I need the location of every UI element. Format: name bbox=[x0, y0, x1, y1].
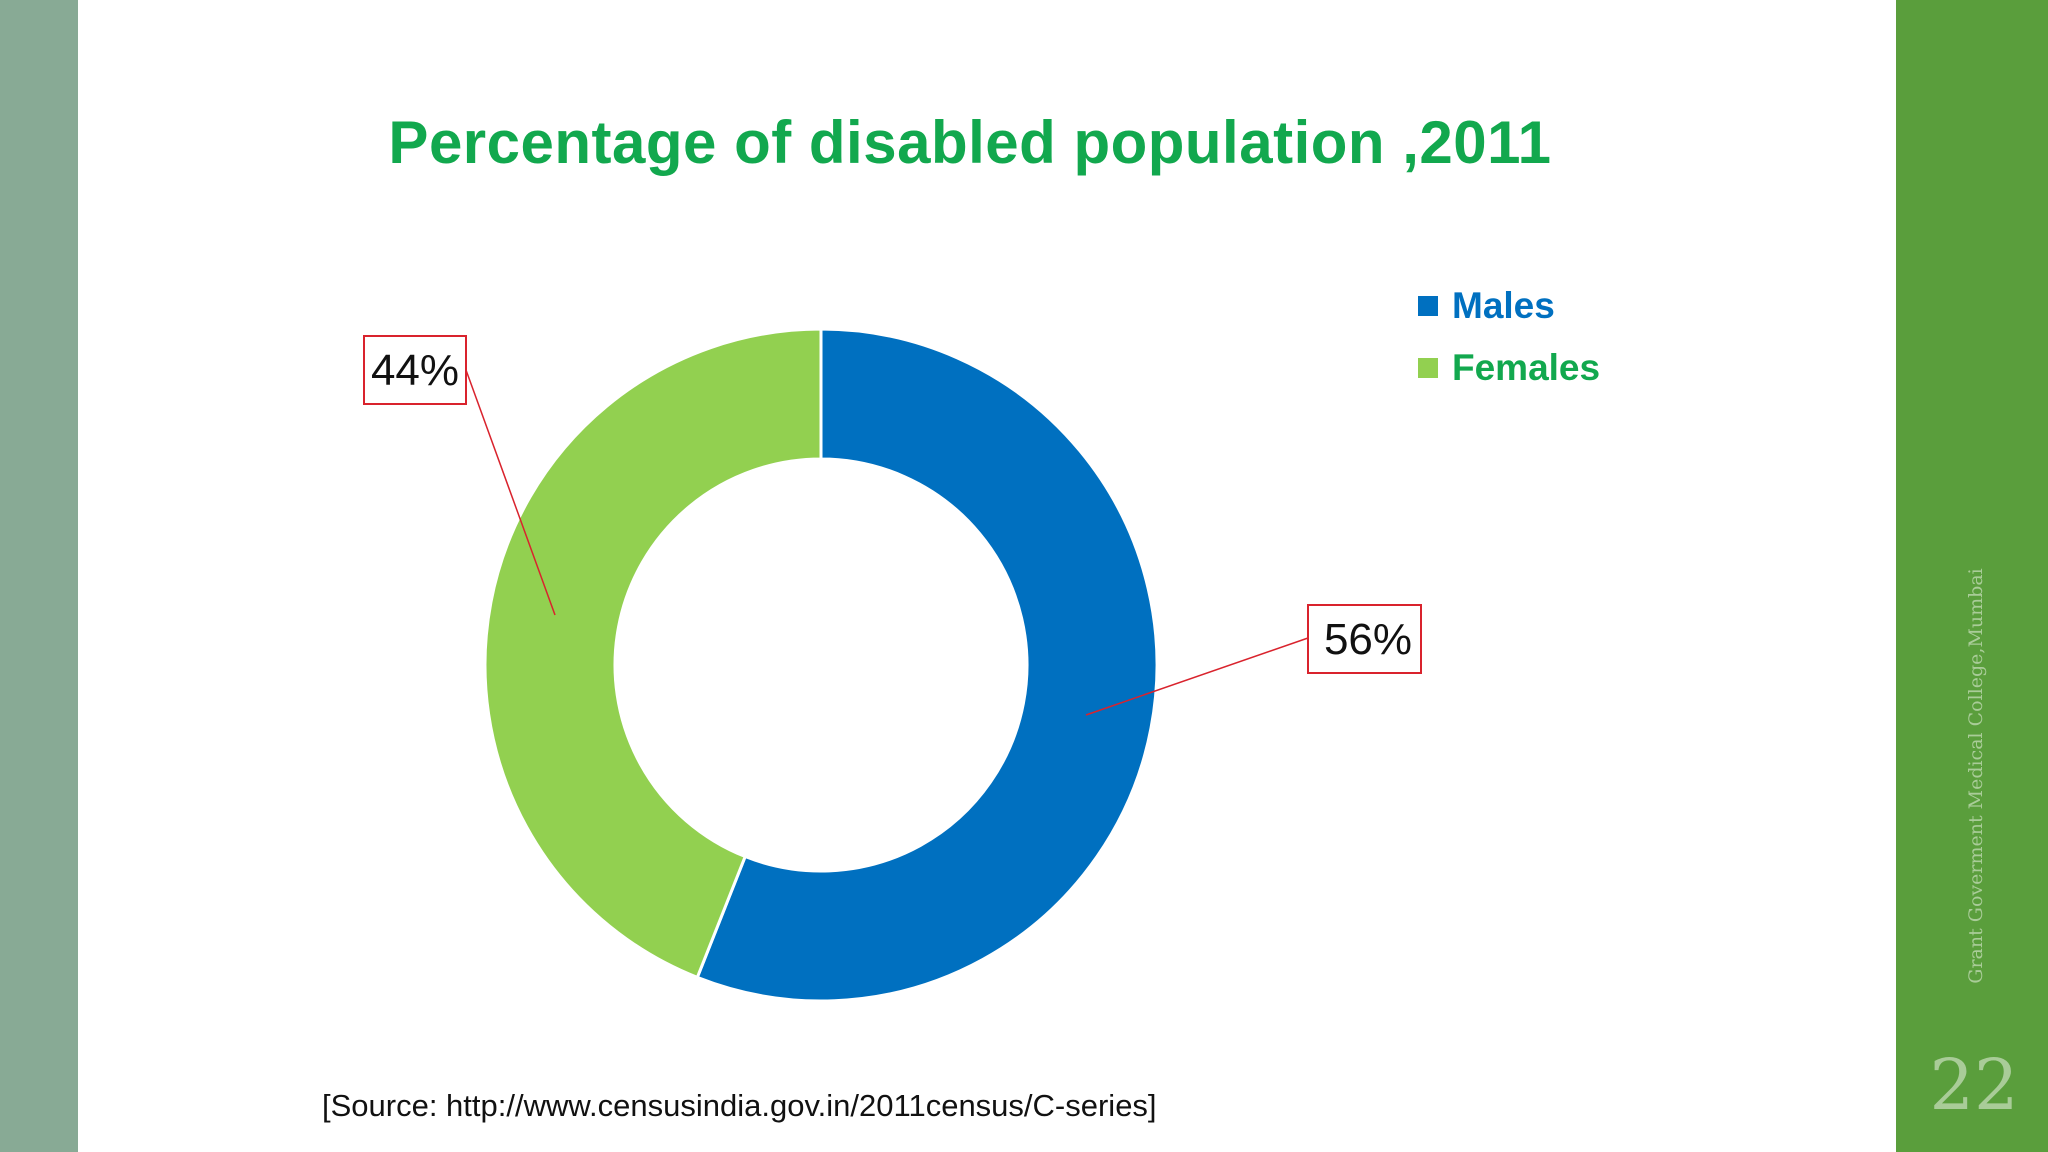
slide-number: 22 bbox=[1929, 1044, 2019, 1126]
left-decorative-bar bbox=[0, 0, 78, 1152]
legend-item-females: Females bbox=[1418, 337, 1600, 399]
leader-line-males bbox=[1085, 637, 1309, 716]
donut-slice-females bbox=[483, 327, 823, 980]
donut-slice-males bbox=[695, 327, 1159, 1003]
data-label-box-females bbox=[363, 335, 467, 405]
right-decorative-bar bbox=[1896, 0, 2048, 1152]
legend-label-females: Females bbox=[1452, 347, 1601, 388]
source-citation: [Source: http://www.censusindia.gov.in/2… bbox=[322, 1088, 1157, 1123]
legend-swatch-males bbox=[1418, 296, 1438, 316]
legend-item-males: Males bbox=[1418, 275, 1600, 337]
chart-legend: Males Females bbox=[1418, 275, 1600, 399]
legend-label-males: Males bbox=[1452, 285, 1555, 326]
data-label-box-males bbox=[1307, 604, 1422, 674]
legend-swatch-females bbox=[1418, 358, 1438, 378]
data-label-females: 44% bbox=[371, 346, 459, 395]
leader-line-females bbox=[465, 369, 556, 616]
data-label-males: 56% bbox=[1324, 615, 1412, 664]
chart-title: Percentage of disabled population ,2011 bbox=[388, 109, 1552, 176]
